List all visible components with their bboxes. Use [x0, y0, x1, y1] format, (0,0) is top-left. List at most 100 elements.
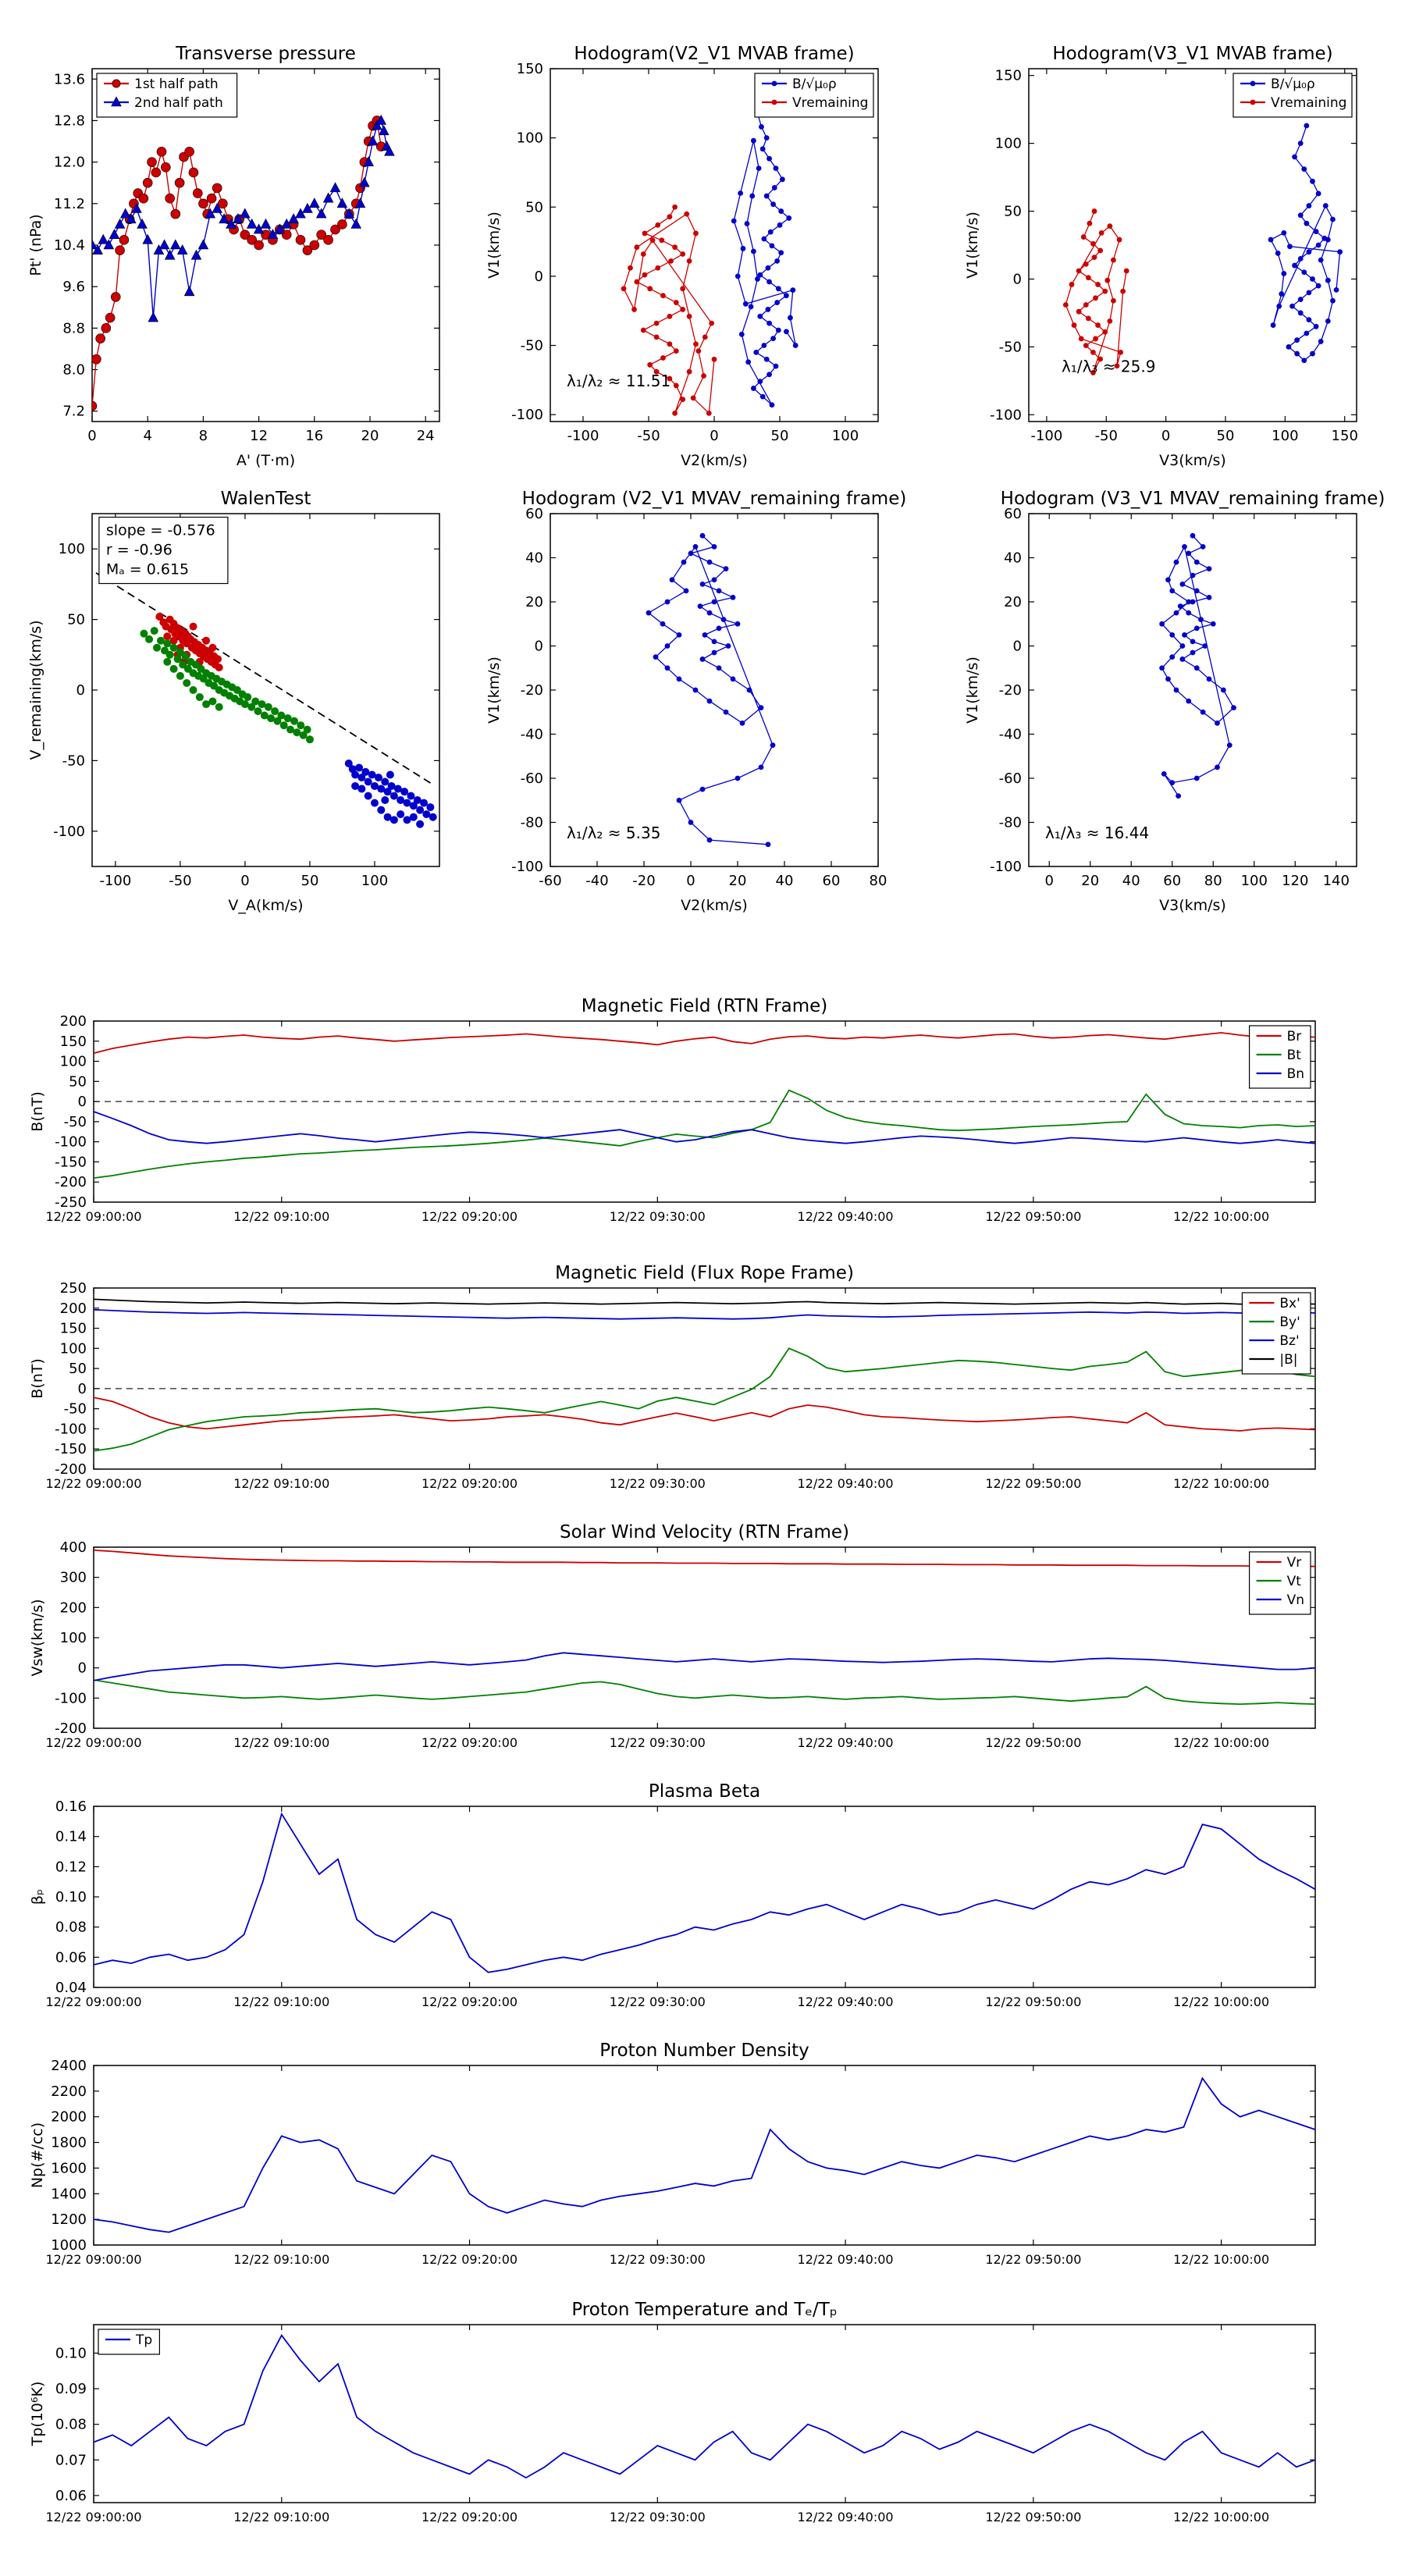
legend: Bx' By' Bz' |B| [1241, 1292, 1311, 1375]
y-tick-label: 50 [69, 1361, 87, 1377]
x-tick-label: 12/22 09:10:00 [233, 1735, 329, 1750]
y-tick-label: 12.0 [54, 155, 85, 171]
y-tick-label: 0.09 [55, 2381, 87, 2397]
chart-title: Proton Temperature and Tₑ/Tₚ [571, 2300, 837, 2320]
chart-title: Hodogram (V2_V1 MVAV_remaining frame) [522, 489, 907, 509]
x-tick-label: 12 [250, 428, 268, 444]
y-axis-label: Np(#/cc) [29, 2122, 46, 2188]
legend-label: Vremaining [1271, 95, 1346, 111]
x-tick-label: 12/22 09:50:00 [985, 1735, 1081, 1750]
annotation: λ₁/λ₂ ≈ 11.51 [567, 372, 670, 390]
y-tick-label: -50 [521, 338, 543, 354]
panel-magnetic-field-rtn: 12/22 09:00:00 12/22 09:10:00 12/22 09:20:… [29, 996, 1316, 1224]
x-tick-label: 60 [823, 873, 841, 889]
x-tick-label: 12/22 09:00:00 [45, 1994, 141, 2009]
x-tick-label: 0 [710, 428, 718, 444]
y-tick-label: 200 [60, 1599, 87, 1616]
y-tick-label: -40 [999, 727, 1022, 743]
y-tick-label: 1800 [51, 2135, 87, 2151]
y-tick-label: 0.10 [55, 2345, 87, 2361]
y-tick-label: 300 [60, 1570, 87, 1586]
series-bt [94, 1089, 1315, 1179]
y-tick-label: -100 [55, 1134, 87, 1151]
legend-label: Vt [1287, 1574, 1302, 1589]
y-tick-label: 50 [1004, 204, 1022, 220]
y-tick-label: -100 [511, 407, 543, 423]
x-tick-label: 100 [832, 428, 859, 444]
x-tick-label: -40 [585, 873, 608, 889]
y-tick-label: -20 [521, 682, 543, 699]
series-br [94, 1032, 1315, 1055]
y-tick-label: -80 [521, 815, 543, 831]
y-tick-label: -50 [62, 753, 85, 769]
x-tick-label: 12/22 09:20:00 [422, 2252, 518, 2267]
x-tick-label: 20 [729, 873, 747, 889]
x-tick-label: 12/22 09:30:00 [610, 1476, 706, 1491]
series-vr [94, 1550, 1315, 1567]
y-tick-label: 200 [60, 1013, 87, 1030]
x-tick-label: 12/22 09:20:00 [422, 1994, 518, 2009]
x-tick-label: 12/22 09:10:00 [233, 1476, 329, 1491]
series-group [94, 2076, 1315, 2233]
x-tick-label: 20 [361, 428, 379, 444]
x-axis-label: V_A(km/s) [228, 897, 303, 914]
y-tick-label: 1600 [51, 2160, 87, 2176]
y-tick-label: -250 [55, 1194, 87, 1211]
x-tick-label: -100 [567, 428, 599, 444]
y-tick-label: -100 [990, 407, 1022, 423]
y-tick-label: 0 [78, 1094, 87, 1110]
x-tick-label: 12/22 09:50:00 [985, 1994, 1081, 2009]
x-tick-label: 20 [1081, 873, 1099, 889]
x-tick-label: 12/22 09:30:00 [610, 1735, 706, 1750]
legend: Br Bt Bn [1248, 1025, 1311, 1089]
x-tick-label: 50 [1217, 428, 1235, 444]
x-tick-label: 100 [361, 873, 388, 889]
y-tick-label: 0 [1013, 271, 1022, 287]
y-tick-label: 20 [1004, 594, 1022, 610]
x-tick-label: 0 [87, 428, 96, 444]
legend-label: Vr [1287, 1555, 1302, 1571]
y-axis-label: Vsw(km/s) [29, 1599, 46, 1676]
y-axis-label: B(nT) [29, 1091, 46, 1132]
x-tick-label: 100 [1241, 873, 1268, 889]
x-tick-label: 0 [686, 873, 695, 889]
x-tick-label: 0 [1045, 873, 1054, 889]
annotation-line: r = -0.96 [106, 542, 173, 559]
x-tick-label: 12/22 09:50:00 [985, 1476, 1081, 1491]
y-axis-label: V1(km/s) [964, 212, 981, 279]
x-tick-label: 12/22 09:30:00 [610, 2510, 706, 2524]
y-tick-label: 400 [60, 1539, 87, 1556]
y-tick-label: 150 [60, 1034, 87, 1050]
x-tick-label: 12/22 09:40:00 [798, 1994, 894, 2009]
series-group [1062, 123, 1343, 375]
x-tick-label: 12/22 09:30:00 [610, 1994, 706, 2009]
series-bx-prime [94, 1397, 1315, 1432]
chart-title: WalenTest [221, 489, 311, 509]
y-tick-label: 0.10 [55, 1889, 87, 1905]
y-tick-label: 0 [1013, 639, 1022, 655]
y-tick-label: 0.06 [55, 2488, 87, 2504]
panel-hodogram-v3v1-mvab: -100 -50 0 50 100 150 -100 -50 0 50 100 150 Hodogram… [964, 44, 1358, 469]
panel-proton-number-density: 12/22 09:00:00 12/22 09:10:00 12/22 09:20:… [29, 2041, 1316, 2267]
x-tick-label: 0 [1161, 428, 1170, 444]
annotation-box [98, 516, 229, 585]
y-axis-label: Pt' (nPa) [27, 214, 44, 276]
x-tick-label: 12/22 10:00:00 [1173, 1735, 1269, 1750]
legend: Tp [98, 2329, 161, 2355]
series-group [92, 114, 395, 411]
x-tick-label: 12/22 09:00:00 [45, 1209, 141, 1224]
y-tick-label: 0 [535, 269, 543, 285]
axes-box [93, 1546, 1316, 1729]
y-tick-label: 50 [525, 199, 543, 215]
x-tick-label: 40 [1122, 873, 1140, 889]
y-tick-label: 60 [525, 506, 543, 522]
x-tick-label: 140 [1323, 873, 1350, 889]
y-tick-label: -200 [55, 1461, 87, 1478]
x-tick-label: 12/22 09:40:00 [798, 2510, 894, 2524]
axes-box [93, 1287, 1316, 1470]
series-beta-p [94, 1812, 1315, 1973]
chart-title: Hodogram(V3_V1 MVAB frame) [1052, 44, 1332, 64]
y-tick-label: 12.8 [54, 112, 85, 129]
y-tick-label: 20 [525, 594, 543, 610]
series-group [95, 572, 437, 828]
